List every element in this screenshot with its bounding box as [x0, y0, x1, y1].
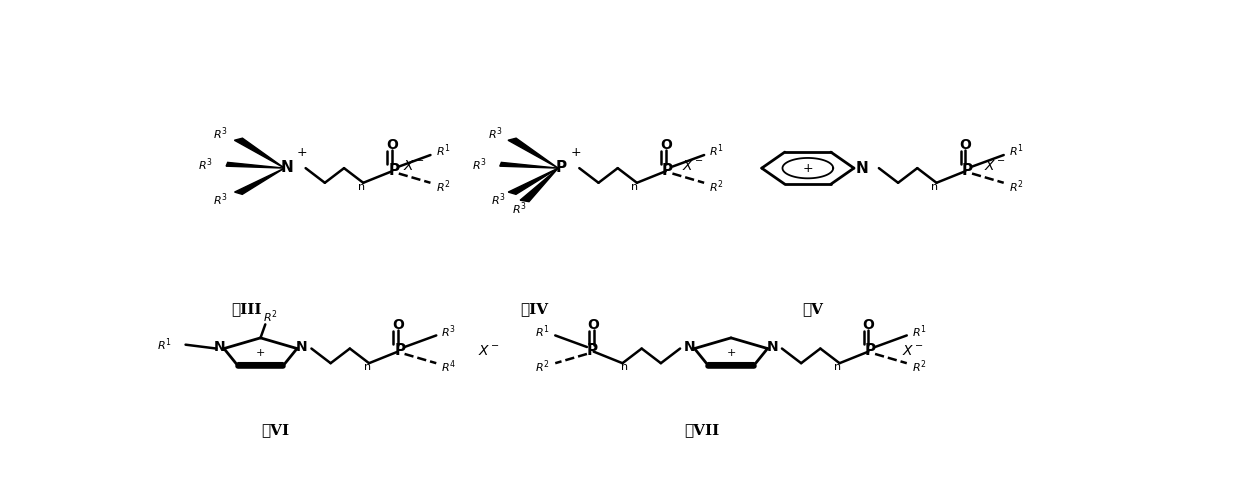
- Text: 式III: 式III: [230, 302, 261, 316]
- Text: $R^2$: $R^2$: [535, 359, 550, 375]
- Text: $R^2$: $R^2$: [263, 308, 278, 325]
- Text: $R^2$: $R^2$: [1009, 178, 1023, 195]
- Text: N: N: [855, 161, 869, 176]
- Polygon shape: [508, 168, 558, 194]
- Polygon shape: [520, 168, 558, 202]
- Text: $R^3$: $R^3$: [488, 125, 503, 142]
- Text: P: P: [865, 343, 876, 358]
- Text: +: +: [296, 146, 307, 159]
- Text: O: O: [862, 319, 875, 332]
- Text: +: +: [570, 146, 581, 159]
- Text: $R^1$: $R^1$: [157, 336, 172, 353]
- Text: O: O: [387, 138, 398, 152]
- Text: N: N: [213, 340, 225, 354]
- Text: $R^3$: $R^3$: [441, 323, 456, 340]
- Text: +: +: [255, 348, 265, 358]
- Text: N: N: [296, 340, 307, 354]
- Text: $R^2$: $R^2$: [436, 178, 450, 195]
- Polygon shape: [508, 138, 558, 168]
- Text: 式VII: 式VII: [685, 423, 720, 437]
- Text: $R^3$: $R^3$: [513, 200, 527, 217]
- Text: P: P: [586, 343, 597, 358]
- Polygon shape: [499, 162, 558, 168]
- Text: $X^-$: $X^-$: [681, 159, 704, 173]
- Text: n: n: [621, 362, 628, 372]
- Text: $R^1$: $R^1$: [709, 143, 724, 159]
- Text: O: O: [392, 319, 404, 332]
- Text: $R^1$: $R^1$: [535, 323, 550, 340]
- Text: P: P: [394, 343, 405, 358]
- Text: $R^1$: $R^1$: [436, 143, 450, 159]
- Text: n: n: [834, 362, 841, 372]
- Text: n: n: [632, 182, 638, 192]
- Polygon shape: [234, 168, 285, 194]
- Text: $R^2$: $R^2$: [912, 359, 927, 375]
- Text: $R^3$: $R^3$: [213, 191, 228, 208]
- Text: $R^2$: $R^2$: [709, 178, 724, 195]
- Text: N: N: [767, 340, 778, 354]
- Text: P: P: [388, 163, 399, 178]
- Text: $R^4$: $R^4$: [441, 359, 456, 375]
- Text: 式V: 式V: [802, 302, 823, 316]
- Text: 式VI: 式VI: [261, 423, 289, 437]
- Text: $X^-$: $X^-$: [478, 344, 501, 358]
- Text: $R^1$: $R^1$: [1009, 143, 1023, 159]
- Text: $R^1$: $R^1$: [912, 323, 927, 340]
- Polygon shape: [225, 162, 285, 168]
- Text: $R^3$: $R^3$: [472, 156, 487, 172]
- Text: $X^-$: $X^-$: [984, 159, 1006, 173]
- Text: $R^3$: $R^3$: [213, 125, 228, 142]
- Text: 式IV: 式IV: [520, 302, 548, 316]
- Text: O: O: [660, 138, 672, 152]
- Text: +: +: [726, 348, 736, 358]
- Polygon shape: [234, 138, 285, 168]
- Text: P: P: [662, 163, 673, 178]
- Text: n: n: [363, 362, 370, 372]
- Text: $X^-$: $X^-$: [403, 159, 425, 173]
- Text: $R^3$: $R^3$: [491, 191, 506, 208]
- Text: +: +: [803, 162, 813, 175]
- Text: P: P: [961, 163, 973, 178]
- Text: N: N: [281, 160, 294, 175]
- Text: $R^3$: $R^3$: [198, 156, 213, 172]
- Text: n: n: [358, 182, 366, 192]
- Text: n: n: [930, 182, 938, 192]
- Text: O: O: [587, 319, 600, 332]
- Text: O: O: [959, 138, 971, 152]
- Text: N: N: [684, 340, 695, 354]
- Text: $X^-$: $X^-$: [902, 344, 924, 358]
- Text: P: P: [555, 160, 566, 175]
